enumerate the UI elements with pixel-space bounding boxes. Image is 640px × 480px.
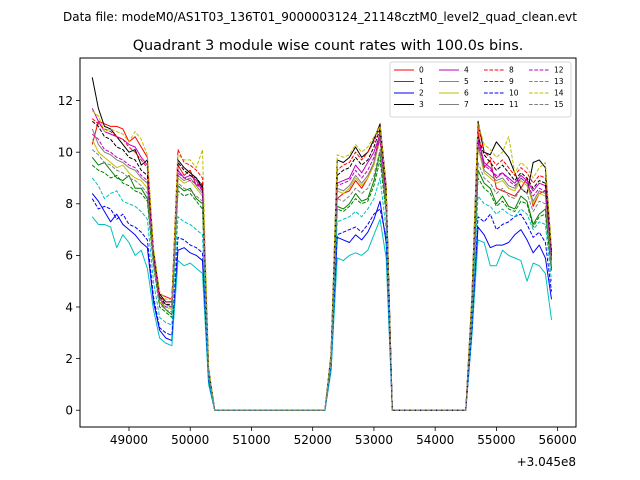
y-tick-label: 4 [65, 300, 73, 314]
y-tick-label: 6 [65, 249, 73, 263]
x-tick-label: 55000 [477, 433, 515, 447]
legend-label-14: 14 [554, 89, 564, 98]
legend-label-11: 11 [509, 100, 519, 109]
y-tick-label: 10 [58, 145, 73, 159]
series-line-10 [91, 198, 553, 411]
legend-label-15: 15 [554, 100, 564, 109]
x-tick-label: 53000 [355, 433, 393, 447]
series-line-2 [91, 193, 553, 411]
legend-label-1: 1 [419, 77, 424, 86]
legend-label-7: 7 [464, 100, 469, 109]
series-line-12 [91, 133, 553, 411]
series-line-15 [91, 149, 553, 411]
series-line-8 [91, 118, 553, 411]
x-offset-label: +3.045e8 [517, 455, 576, 469]
y-tick-label: 0 [65, 404, 73, 418]
figure-suptitle: Data file: modeM0/AS1T03_136T01_90000031… [63, 10, 577, 24]
legend-label-8: 8 [509, 66, 514, 75]
legend-label-4: 4 [464, 66, 469, 75]
plot-area [80, 58, 576, 427]
x-axis: 49000 50000 51000 52000 53000 54000 55000 56000 [110, 427, 577, 447]
legend-label-0: 0 [419, 66, 424, 75]
x-tick-label: 56000 [539, 433, 577, 447]
series-line-5 [91, 216, 553, 411]
series-line-13 [91, 177, 553, 411]
y-axis: 0 2 4 6 8 10 12 [58, 94, 80, 418]
legend-label-12: 12 [554, 66, 564, 75]
legend-label-6: 6 [464, 89, 469, 98]
plot-frame [79, 57, 577, 428]
x-tick-label: 51000 [232, 433, 270, 447]
x-tick-label: 50000 [171, 433, 209, 447]
chart-title: Quadrant 3 module wise count rates with … [133, 38, 524, 54]
series-line-1 [91, 151, 553, 411]
legend-label-3: 3 [419, 100, 424, 109]
series-line-14 [91, 110, 553, 411]
y-tick-label: 2 [65, 352, 73, 366]
x-tick-label: 54000 [416, 433, 454, 447]
series-line-4 [91, 108, 553, 411]
x-tick-label: 52000 [294, 433, 332, 447]
legend-box [389, 61, 572, 118]
legend-label-13: 13 [554, 77, 564, 86]
legend-label-5: 5 [464, 77, 469, 86]
y-tick-label: 12 [58, 94, 73, 108]
series-group [91, 77, 553, 411]
legend-label-10: 10 [509, 89, 519, 98]
series-line-3 [91, 77, 553, 411]
series-line-11 [91, 120, 553, 411]
series-line-7 [91, 128, 553, 411]
legend-label-2: 2 [419, 89, 424, 98]
series-line-6 [91, 138, 553, 411]
series-line-9 [91, 159, 553, 411]
y-tick-label: 8 [65, 197, 73, 211]
legend-label-9: 9 [509, 77, 514, 86]
x-tick-label: 49000 [110, 433, 148, 447]
